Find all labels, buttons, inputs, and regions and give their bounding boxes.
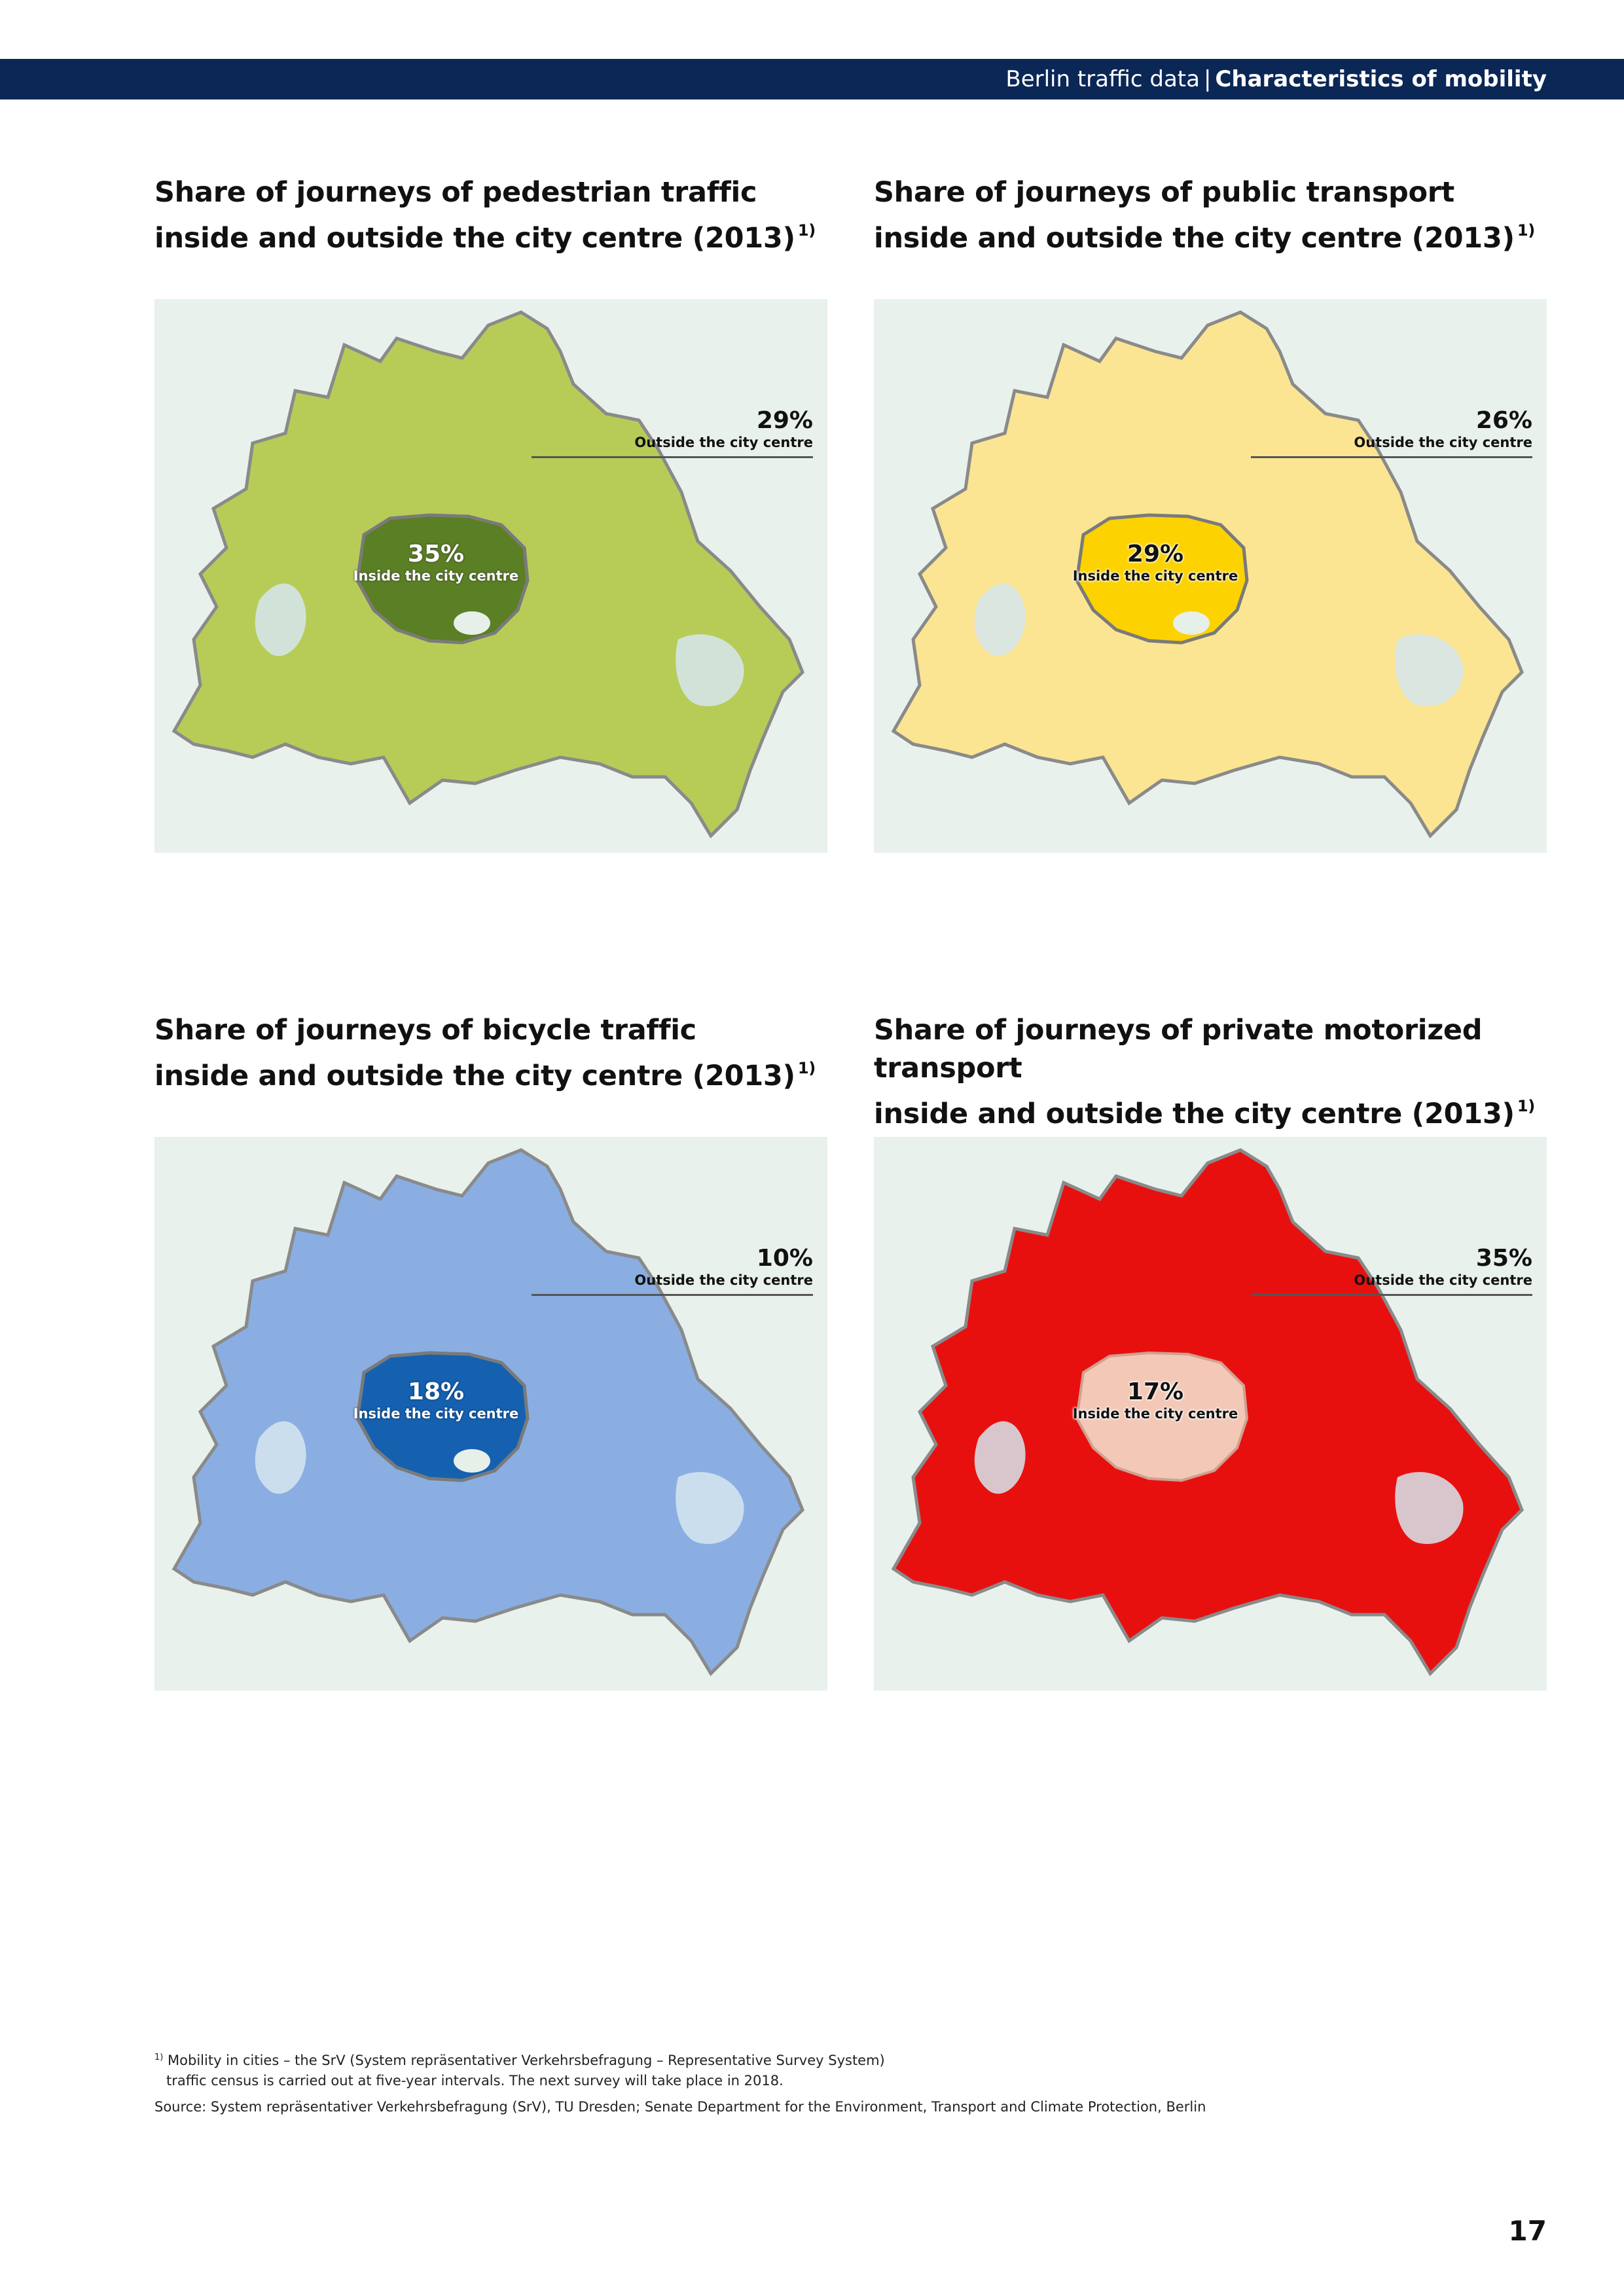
header-chapter: Characteristics of mobility [1215, 66, 1547, 92]
footnote-ref: 1) [797, 1059, 816, 1077]
map-panel-public-transport: Share of journeys of public transport in… [874, 173, 1547, 853]
water-feature [974, 583, 1026, 656]
water-feature [676, 1472, 744, 1544]
berlin-map [171, 310, 804, 839]
inside-city-centre-label: 35% Inside the city centre [351, 541, 521, 584]
title-line-2: inside and outside the city centre (2013… [154, 1060, 795, 1092]
inside-percentage: 35% [407, 541, 465, 567]
berlin-map [171, 1148, 804, 1677]
map-panel-pedestrian: Share of journeys of pedestrian traffic … [154, 173, 827, 853]
map: 29% Outside the city centre 35% Inside t… [154, 299, 827, 853]
footnote-marker: 1) [154, 2053, 164, 2062]
map: 35% Outside the city centre 17% Inside t… [874, 1137, 1547, 1691]
map: 10% Outside the city centre 18% Inside t… [154, 1137, 827, 1691]
title-line-2: inside and outside the city centre (2013… [874, 222, 1515, 255]
source-line: Source: System repräsentativer Verkehrsb… [154, 2099, 1206, 2115]
inside-percentage: 17% [1127, 1378, 1184, 1405]
footnote-line-2: traffic census is carried out at five-ye… [166, 2073, 784, 2089]
footnote-ref: 1) [1517, 221, 1535, 240]
title-line-1: Share of journeys of bicycle traffic [154, 1014, 696, 1047]
park-feature [1173, 611, 1210, 635]
inside-caption: Inside the city centre [1072, 568, 1238, 584]
header-separator: | [1203, 66, 1212, 92]
footnote: 1) Mobility in cities – the SrV (System … [154, 2047, 1206, 2117]
inside-caption: Inside the city centre [353, 568, 519, 584]
panel-title: Share of journeys of private motorized t… [874, 1011, 1547, 1133]
outside-city-centre-label: 35% Outside the city centre [1354, 1246, 1532, 1289]
inside-caption: Inside the city centre [1072, 1406, 1238, 1422]
park-feature [454, 1449, 490, 1473]
page-number: 17 [1508, 2215, 1547, 2247]
inside-caption: Inside the city centre [353, 1406, 519, 1422]
park-feature [454, 611, 490, 635]
inside-percentage: 29% [1127, 541, 1184, 567]
inside-city-centre-label: 17% Inside the city centre [1070, 1379, 1240, 1422]
city-centre-zone [1075, 1351, 1249, 1482]
city-centre-zone [1075, 513, 1249, 645]
outside-city-centre-label: 29% Outside the city centre [634, 408, 813, 451]
outside-percentage: 35% [1475, 1245, 1532, 1272]
panel-title: Share of journeys of bicycle traffic ins… [154, 1011, 827, 1095]
footnote-line-1: 1) Mobility in cities – the SrV (System … [154, 2047, 1206, 2071]
map-panel-private-motorized: Share of journeys of private motorized t… [874, 1011, 1547, 1691]
outside-city-centre-label: 26% Outside the city centre [1354, 408, 1532, 451]
panel-title: Share of journeys of public transport in… [874, 173, 1547, 257]
water-feature [1395, 1472, 1464, 1544]
inside-percentage: 18% [407, 1378, 465, 1405]
header-bar: Berlin traffic data | Characteristics of m… [0, 59, 1624, 99]
header-section: Berlin traffic data [1005, 66, 1200, 92]
water-feature [974, 1421, 1026, 1494]
water-feature [255, 583, 306, 656]
outside-caption: Outside the city centre [634, 1272, 813, 1288]
berlin-map [891, 1148, 1524, 1677]
city-centre-zone [355, 1351, 530, 1482]
panel-title: Share of journeys of pedestrian traffic … [154, 173, 827, 257]
header-breadcrumb: Berlin traffic data | Characteristics of m… [1005, 65, 1547, 94]
outside-caption: Outside the city centre [1354, 1272, 1532, 1288]
title-line-2: inside and outside the city centre (2013… [154, 222, 795, 255]
outside-city-centre-label: 10% Outside the city centre [634, 1246, 813, 1289]
inside-city-centre-label: 18% Inside the city centre [351, 1379, 521, 1422]
map-panel-bicycle: Share of journeys of bicycle traffic ins… [154, 1011, 827, 1691]
outside-leader-line [1251, 456, 1532, 458]
footnote-ref: 1) [797, 221, 816, 240]
outside-leader-line [532, 1294, 813, 1296]
berlin-map [891, 310, 1524, 839]
outside-leader-line [1251, 1294, 1532, 1296]
city-centre-zone [355, 513, 530, 645]
water-feature [676, 634, 744, 706]
inside-city-centre-label: 29% Inside the city centre [1070, 541, 1240, 584]
title-line-1: Share of journeys of pedestrian traffic [154, 176, 757, 209]
footnote-ref: 1) [1517, 1097, 1535, 1115]
outside-percentage: 29% [756, 407, 813, 434]
outside-leader-line [532, 456, 813, 458]
map: 26% Outside the city centre 29% Inside t… [874, 299, 1547, 853]
water-feature [1395, 634, 1464, 706]
outside-caption: Outside the city centre [1354, 435, 1532, 450]
outside-caption: Outside the city centre [634, 435, 813, 450]
water-feature [255, 1421, 306, 1494]
outside-percentage: 26% [1475, 407, 1532, 434]
outside-percentage: 10% [756, 1245, 813, 1272]
title-line-1: Share of journeys of public transport [874, 176, 1454, 209]
footnote-text-1: Mobility in cities – the SrV (System rep… [168, 2053, 885, 2068]
title-line-1: Share of journeys of private motorized t… [874, 1014, 1483, 1085]
title-line-2: inside and outside the city centre (2013… [874, 1098, 1515, 1130]
